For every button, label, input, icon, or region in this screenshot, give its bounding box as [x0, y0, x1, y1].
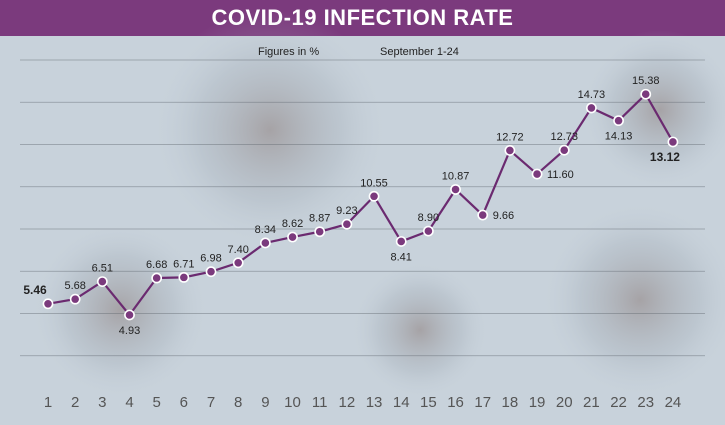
data-labels: 5.46 5.68 6.51 4.93 6.68 6.71 6.98 7.40 8.34 8.62…: [23, 75, 680, 337]
x-tick-label: 7: [207, 394, 215, 411]
data-label: 8.62: [282, 218, 303, 230]
data-label: 11.60: [547, 169, 574, 181]
data-point: [96, 276, 108, 288]
data-label: 13.12: [650, 150, 680, 164]
data-label: 12.72: [496, 131, 524, 143]
subtitle-date-range: September 1-24: [380, 46, 459, 58]
x-tick-label: 9: [261, 394, 269, 411]
data-point: [613, 115, 624, 127]
x-tick-label: 1: [44, 394, 52, 411]
x-tick-label: 6: [180, 394, 188, 411]
data-label: 8.34: [255, 224, 276, 236]
data-point: [178, 271, 190, 283]
data-point: [259, 237, 271, 249]
data-label: 6.98: [200, 253, 221, 265]
data-label: 9.23: [336, 205, 357, 217]
data-label: 4.93: [119, 325, 140, 337]
data-point: [151, 272, 163, 284]
x-tick-label: 10: [284, 394, 301, 411]
x-tick-label: 21: [583, 394, 600, 411]
data-label: 10.87: [442, 170, 470, 182]
data-point: [341, 218, 353, 230]
x-tick-label: 8: [234, 394, 242, 411]
data-point: [558, 144, 570, 156]
virus-background: [0, 10, 725, 425]
x-tick-label: 23: [637, 394, 654, 411]
data-point: [314, 226, 326, 238]
data-point: [124, 309, 135, 321]
data-point: [287, 231, 298, 243]
chart-title: COVID-19 INFECTION RATE: [0, 0, 725, 36]
data-point: [422, 225, 434, 237]
x-tick-label: 16: [447, 394, 464, 411]
data-label: 7.40: [227, 244, 248, 256]
data-point: [667, 136, 679, 148]
x-tick-label: 5: [153, 394, 161, 411]
data-point: [504, 145, 516, 156]
gridlines: [20, 59, 705, 357]
subtitle-units: Figures in %: [258, 46, 319, 58]
data-label: 8.41: [390, 251, 411, 263]
x-tick-label: 3: [98, 394, 106, 411]
data-label: 12.73: [550, 131, 578, 143]
x-tick-label: 19: [529, 394, 546, 411]
x-tick-label: 11: [312, 394, 328, 411]
data-point: [368, 190, 380, 202]
data-point: [69, 293, 81, 305]
data-point: [395, 236, 407, 247]
x-tick-label: 12: [339, 394, 356, 411]
data-point: [640, 88, 652, 100]
data-label: 15.38: [632, 75, 660, 87]
data-label: 10.55: [360, 177, 388, 189]
data-label: 14.73: [578, 89, 606, 101]
x-tick-label: 17: [474, 394, 491, 411]
x-tick-label: 22: [610, 394, 627, 411]
data-point: [205, 266, 217, 278]
data-point: [450, 184, 461, 195]
x-tick-label: 24: [665, 394, 682, 411]
data-label: 8.87: [309, 213, 330, 225]
x-tick-label: 4: [125, 394, 133, 411]
data-label: 6.51: [92, 263, 113, 275]
data-point: [477, 209, 489, 221]
x-tick-label: 2: [71, 394, 79, 411]
data-label: 5.46: [23, 283, 47, 297]
x-tick-label: 14: [393, 394, 410, 411]
data-point: [42, 298, 54, 310]
data-label: 5.68: [64, 280, 85, 292]
data-label: 8.90: [418, 212, 439, 224]
data-point: [531, 168, 543, 180]
x-axis-ticks: 1 2 3 4 5 6 7 8 9 10 11 12 13 14 15 16 17 18 19 20 21 22 23 24: [44, 394, 681, 411]
data-label: 9.66: [493, 210, 514, 222]
series-line: [47, 92, 674, 317]
data-markers: [42, 88, 679, 321]
x-tick-label: 20: [556, 394, 573, 411]
x-tick-label: 13: [366, 394, 383, 411]
data-point: [586, 102, 597, 114]
data-label: 6.68: [146, 259, 167, 271]
x-tick-label: 18: [502, 394, 519, 411]
data-point: [232, 257, 244, 269]
data-label: 6.71: [173, 258, 194, 270]
data-label: 14.13: [605, 131, 633, 143]
x-tick-label: 15: [420, 394, 437, 411]
